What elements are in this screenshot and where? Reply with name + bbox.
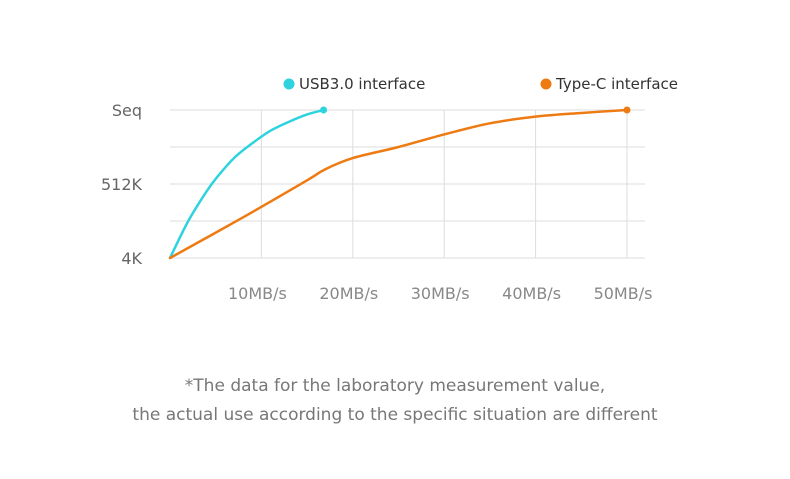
legend-swatch — [283, 78, 295, 90]
legend-label: USB3.0 interface — [299, 75, 425, 93]
grid — [170, 109, 645, 259]
x-tick-label: 10MB/s — [228, 284, 287, 303]
x-tick-label: 50MB/s — [594, 284, 653, 303]
legend-swatch — [540, 78, 552, 90]
legend: USB3.0 interface Type-C interface — [283, 75, 678, 93]
y-axis-ticks: 4K 512K Seq — [101, 101, 143, 268]
y-tick-label: 512K — [101, 175, 143, 194]
x-axis-ticks: 10MB/s 20MB/s 30MB/s 40MB/s 50MB/s — [228, 284, 652, 303]
series-end-point — [320, 106, 328, 114]
x-tick-label: 20MB/s — [319, 284, 378, 303]
y-tick-label: 4K — [121, 249, 142, 268]
legend-label: Type-C interface — [555, 75, 678, 93]
series-end-point — [623, 106, 631, 114]
y-tick-label: Seq — [112, 101, 142, 120]
footnote-line-1: *The data for the laboratory measurement… — [185, 376, 605, 396]
x-tick-label: 40MB/s — [502, 284, 561, 303]
x-tick-label: 30MB/s — [411, 284, 470, 303]
footnote-line-2: the actual use according to the specific… — [132, 405, 657, 425]
series-line-type-c — [168, 108, 629, 260]
series-line-usb3 — [168, 108, 325, 260]
series — [168, 106, 631, 260]
